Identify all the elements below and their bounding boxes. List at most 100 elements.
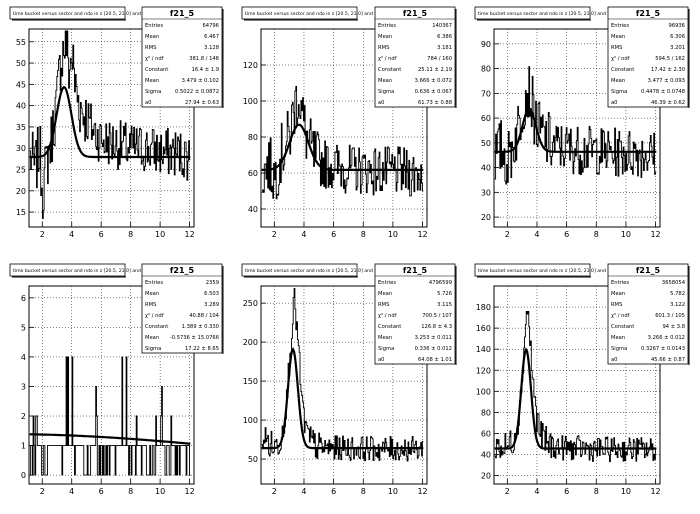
y-tick-label: 30 <box>481 188 491 197</box>
stat-label: a0 <box>145 100 151 106</box>
stats-box <box>607 6 689 108</box>
stat-label: χ² / ndf <box>145 56 164 62</box>
stat-value: 0.5022 ± 0.0872 <box>175 89 219 95</box>
histogram-panel-3: 2 4 6 8 10 12 20 30 40 50 60 70 80 90 time bucket vers… <box>474 6 690 239</box>
stat-value: 6.306 <box>670 34 685 40</box>
stat-label: Entries <box>378 23 396 29</box>
histogram-panel-6: 2 4 6 8 10 12 20 40 60 80 100 120 140 160 180 time buck… <box>474 263 690 496</box>
stat-value: 3.181 <box>437 45 452 51</box>
y-tick-label: 120 <box>476 366 491 375</box>
x-tick-label: 2 <box>272 487 277 496</box>
y-tick-label: 150 <box>243 377 258 386</box>
stat-value: 3.479 ± 0.102 <box>182 78 219 84</box>
y-tick-label: 60 <box>481 114 491 123</box>
stat-label: χ² / ndf <box>378 313 397 319</box>
stat-value: 784 / 160 <box>427 56 452 62</box>
stat-value: 17.22 ± 8.65 <box>185 346 219 352</box>
stats-box <box>141 6 223 108</box>
title-box <box>9 6 126 20</box>
x-tick-label: 10 <box>155 487 165 496</box>
stat-label: Sigma <box>145 89 161 95</box>
fit-curve <box>29 433 191 445</box>
x-tick-label: 8 <box>361 230 366 239</box>
x-tick-label: 4 <box>69 230 74 239</box>
stat-value: 601.3 / 105 <box>655 313 685 319</box>
stat-value: 64796 <box>202 23 219 29</box>
stat-value: 0.4478 ± 0.0748 <box>641 89 685 95</box>
stat-value: 3.201 <box>670 45 685 51</box>
stat-label: Sigma <box>378 346 394 352</box>
y-tick-label: 80 <box>481 65 491 74</box>
y-tick-label: 250 <box>243 299 258 308</box>
stat-label: Mean <box>611 335 625 341</box>
fit-curve <box>261 123 424 171</box>
x-tick-label: 12 <box>417 487 427 496</box>
x-tick-label: 2 <box>272 230 277 239</box>
x-tick-label: 12 <box>650 487 660 496</box>
stat-label: a0 <box>611 357 617 363</box>
stat-label: Entries <box>378 280 396 286</box>
y-tick-label: 70 <box>481 89 491 98</box>
stat-label: Mean <box>145 34 159 40</box>
title-box <box>474 263 591 277</box>
stat-value: 140367 <box>432 23 452 29</box>
x-tick-label: 4 <box>301 487 306 496</box>
stat-label: χ² / ndf <box>145 313 164 319</box>
y-tick-label: 6 <box>21 294 26 303</box>
stat-label: Constant <box>378 67 401 73</box>
stat-value: 25.11 ± 2.19 <box>418 67 452 73</box>
histogram-name: f21_5 <box>403 266 428 275</box>
title-box <box>474 6 591 20</box>
stat-value: 3.253 ± 0.011 <box>415 335 452 341</box>
x-tick-label: 4 <box>301 230 306 239</box>
x-tick-label: 8 <box>128 230 133 239</box>
y-tick-label: 50 <box>16 59 26 68</box>
y-tick-label: 60 <box>481 429 491 438</box>
y-tick-label: 160 <box>476 324 491 333</box>
x-tick-label: 6 <box>564 230 569 239</box>
stats-box <box>141 263 223 354</box>
stat-value: 61.73 ± 0.88 <box>418 100 452 106</box>
stat-value: 3.128 <box>204 45 219 51</box>
stat-label: Mean <box>145 335 159 341</box>
y-tick-label: 40 <box>16 102 26 111</box>
stat-value: 27.94 ± 0.63 <box>185 100 219 106</box>
x-tick-label: 2 <box>40 230 45 239</box>
stat-value: 5.782 <box>670 291 685 297</box>
stat-value: 126.8 ± 4.3 <box>421 324 452 330</box>
y-tick-label: 20 <box>16 187 26 196</box>
y-tick-label: 35 <box>16 123 26 132</box>
fit-curve <box>261 347 424 450</box>
y-tick-label: 180 <box>476 303 491 312</box>
y-tick-label: 200 <box>243 338 258 347</box>
histogram-line <box>261 86 424 200</box>
stat-label: Mean <box>145 78 159 84</box>
y-tick-label: 40 <box>481 164 491 173</box>
x-tick-label: 6 <box>99 487 104 496</box>
stat-label: Entries <box>145 280 163 286</box>
stat-label: χ² / ndf <box>611 313 630 319</box>
stat-label: RMS <box>611 302 622 308</box>
stat-value: 3.289 <box>204 302 219 308</box>
plot-title: time bucket versus sector and ndo in z [… <box>13 11 184 17</box>
x-tick-label: 8 <box>594 230 599 239</box>
stat-label: RMS <box>145 302 156 308</box>
stat-label: χ² / ndf <box>611 56 630 62</box>
stat-label: a0 <box>378 357 384 363</box>
stat-value: 94 ± 3.8 <box>663 324 686 330</box>
stat-value: 96936 <box>668 23 685 29</box>
stat-label: Entries <box>145 23 163 29</box>
y-tick-label: 90 <box>481 40 491 49</box>
x-tick-label: 6 <box>99 230 104 239</box>
stat-value: 6.503 <box>204 291 219 297</box>
fit-curve <box>29 85 191 159</box>
x-tick-label: 6 <box>331 487 336 496</box>
histogram-panel-5: 2 4 6 8 10 12 50 100 150 200 250 time bucket versus… <box>241 263 457 496</box>
y-tick-label: 50 <box>248 455 258 464</box>
stat-value: 40.88 / 104 <box>189 313 219 319</box>
stat-value: 2359 <box>206 280 219 286</box>
stat-label: Mean <box>378 34 392 40</box>
y-tick-label: 20 <box>481 213 491 222</box>
histogram-line <box>29 30 191 219</box>
